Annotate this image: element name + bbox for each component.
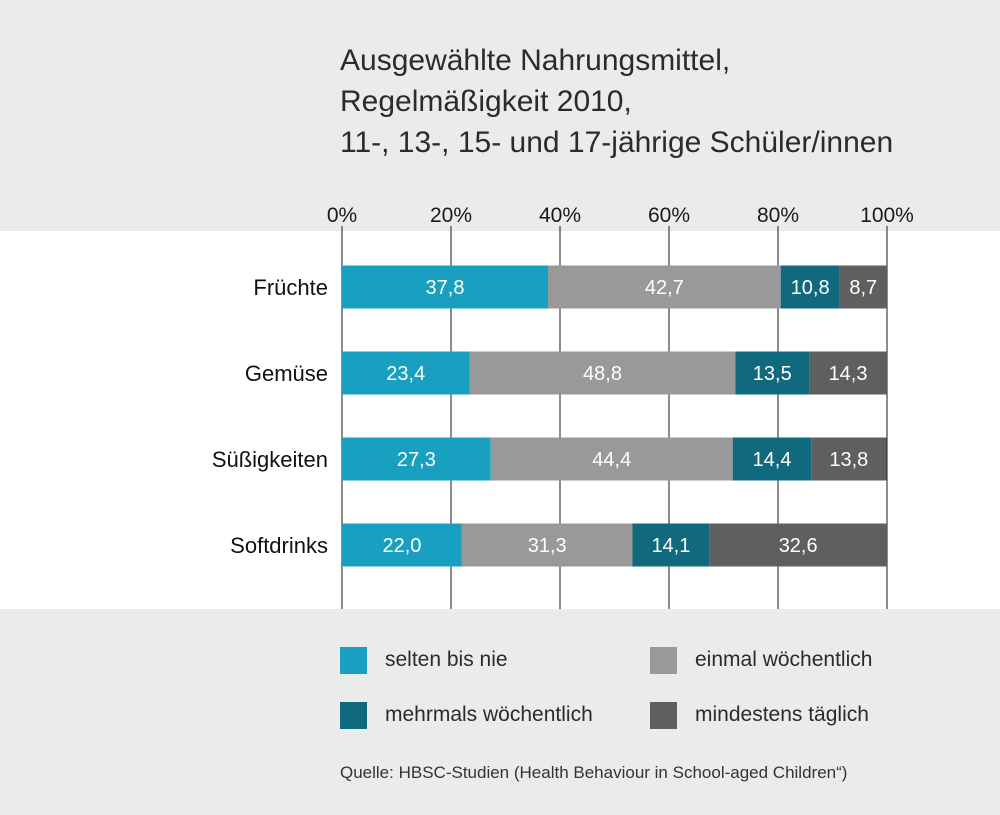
bar-value-label: 32,6 (779, 535, 818, 557)
x-tick-label: 40% (539, 204, 581, 227)
bar-value-label: 27,3 (397, 449, 436, 471)
legend-swatch-einmal (650, 646, 677, 674)
legend-label-mehrmals: mehrmals wöchentlich (385, 703, 593, 726)
bar-segment (709, 523, 887, 567)
chart-title-line-2: Regelmäßigkeit 2010, (340, 85, 632, 118)
bar-value-label: 37,8 (426, 277, 465, 299)
bar-value-label: 8,7 (849, 277, 877, 299)
category-label: Süßigkeiten (212, 447, 328, 472)
x-tick-label: 80% (757, 204, 799, 227)
bar-value-label: 23,4 (386, 363, 425, 385)
bar-value-label: 42,7 (645, 277, 684, 299)
bar-segment (342, 437, 491, 481)
x-tick-label: 20% (430, 204, 472, 227)
legend-swatch-selten (340, 646, 367, 674)
x-tick-label: 60% (648, 204, 690, 227)
bar-segment (811, 437, 887, 481)
x-tick-label: 0% (327, 204, 357, 227)
bar-segment (632, 523, 710, 567)
bar-value-label: 48,8 (583, 363, 622, 385)
bar-segment (809, 351, 887, 395)
bar-segment (342, 351, 470, 395)
bar-segment (342, 265, 549, 309)
x-tick-label: 100% (860, 204, 914, 227)
bar-segment (735, 351, 810, 395)
category-label: Softdrinks (230, 533, 328, 558)
bar-value-label: 13,8 (829, 449, 868, 471)
legend-label-selten: selten bis nie (385, 648, 508, 671)
chart-title: Ausgewählte Nahrungsmittel, Regelmäßigke… (340, 40, 893, 163)
bar-value-label: 14,3 (829, 363, 868, 385)
bar-segment (490, 437, 733, 481)
legend-swatch-mehrmals (340, 701, 367, 729)
bar-value-label: 10,8 (791, 277, 830, 299)
header-background (0, 0, 1000, 231)
bar-segment (839, 265, 887, 309)
bar-value-label: 14,4 (753, 449, 792, 471)
legend-item-taeglich: mindestens täglich (650, 700, 869, 730)
source-note: Quelle: HBSC-Studien (Health Behaviour i… (340, 763, 848, 782)
category-label: Früchte (253, 275, 328, 300)
bar-segment (732, 437, 812, 481)
chart-title-line-1: Ausgewählte Nahrungsmittel, (340, 44, 731, 77)
chart-title-line-3: 11-, 13-, 15- und 17-jährige Schüler/inn… (340, 126, 894, 159)
legend-swatch-taeglich (650, 701, 677, 729)
bar-segment (469, 351, 736, 395)
chart-legend: selten bis nie einmal wöchentlich mehrma… (340, 643, 980, 743)
legend-background (0, 609, 1000, 815)
bar-value-label: 31,3 (528, 535, 567, 557)
bar-segment (548, 265, 781, 309)
legend-item-selten: selten bis nie (340, 645, 508, 675)
bar-value-label: 14,1 (651, 535, 690, 557)
bar-value-label: 13,5 (753, 363, 792, 385)
bar-value-label: 44,4 (592, 449, 631, 471)
bar-segment (342, 523, 462, 567)
category-label: Gemüse (245, 361, 328, 386)
legend-item-mehrmals: mehrmals wöchentlich (340, 700, 593, 730)
bar-segment (780, 265, 840, 309)
legend-label-einmal: einmal wöchentlich (695, 648, 873, 671)
legend-label-taeglich: mindestens täglich (695, 703, 869, 726)
bar-segment (461, 523, 633, 567)
legend-item-einmal: einmal wöchentlich (650, 645, 872, 675)
bar-value-label: 22,0 (382, 535, 421, 557)
